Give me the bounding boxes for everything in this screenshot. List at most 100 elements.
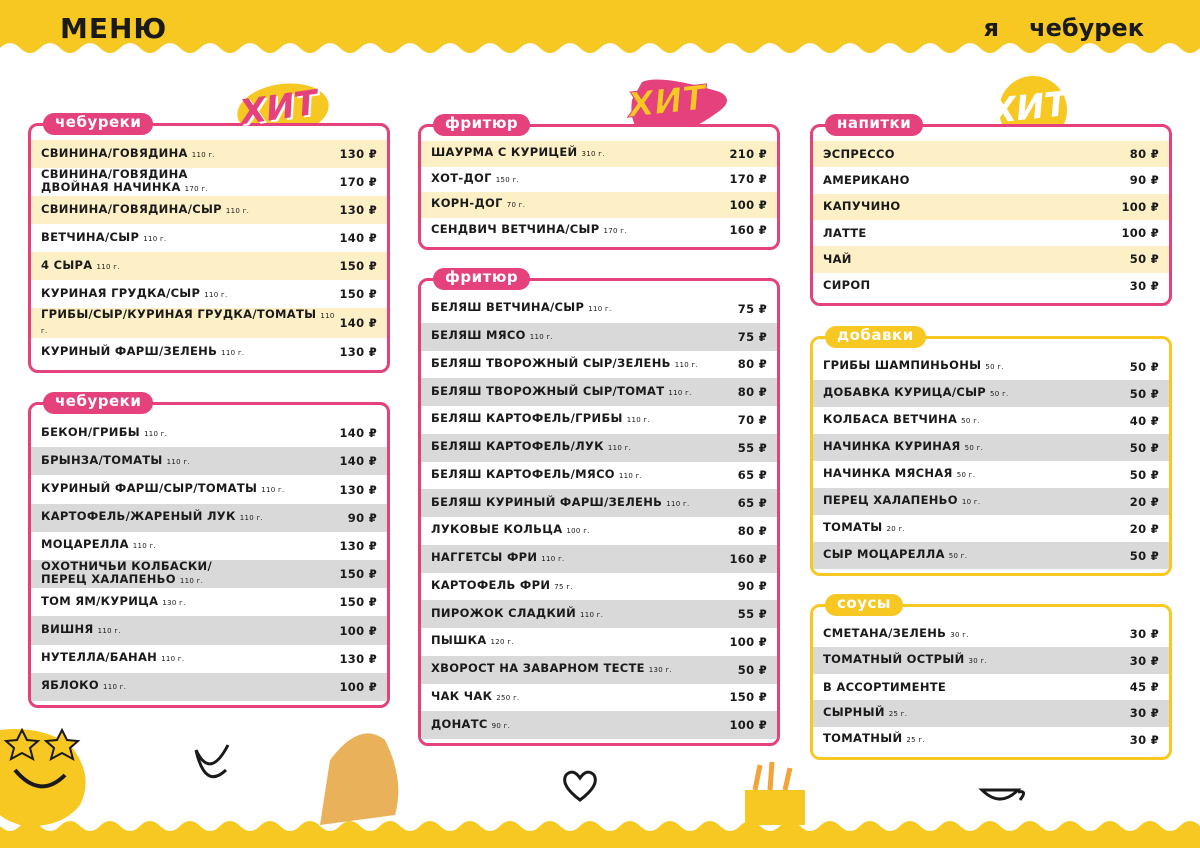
item-name: БРЫНЗА/ТОМАТЫ 110 г. [41, 452, 190, 469]
item-weight: 110 г. [97, 627, 121, 636]
item-weight: 110 г. [580, 610, 604, 619]
item-name-text: СЕНДВИЧ ВЕТЧИНА/СЫР [431, 221, 600, 236]
item-name: БЕЛЯШ КАРТОФЕЛЬ/ЛУК 110 г. [431, 440, 631, 455]
item-name-text: СМЕТАНА/ЗЕЛЕНЬ [823, 625, 947, 640]
item-name-text: БРЫНЗА/ТОМАТЫ [41, 452, 163, 467]
menu-item: ТОМАТНЫЙ ОСТРЫЙ 30 г. 30 ₽ [813, 647, 1169, 674]
item-name-text: ДОНАТС [431, 716, 488, 731]
section-title: соусы [825, 594, 903, 616]
item-price: 90 ₽ [347, 510, 377, 525]
item-name-text: АМЕРИКАНО [823, 172, 910, 187]
item-weight: 110 г. [618, 471, 643, 480]
item-weight: 110 г. [225, 206, 250, 215]
item-name-text: ЯБЛОКО [41, 678, 99, 693]
item-name: СИРОП [823, 279, 870, 292]
menu-item: В АССОРТИМЕНТЕ 45 ₽ [813, 674, 1169, 700]
item-weight: 110 г. [96, 262, 120, 271]
item-weight: 310 г. [581, 150, 605, 159]
item-name-text: В АССОРТИМЕНТЕ [823, 679, 947, 694]
item-name-text: ХОТ-ДОГ [431, 170, 492, 185]
fries-box [745, 790, 805, 825]
item-price: 80 ₽ [737, 385, 767, 400]
item-price: 130 ₽ [339, 538, 377, 553]
cup-icon [978, 788, 1025, 801]
item-price: 65 ₽ [737, 496, 767, 511]
item-name-text: ПЫШКА [431, 633, 487, 648]
menu-item: НУТЕЛЛА/БАНАН 110 г. 130 ₽ [31, 645, 387, 673]
item-price: 100 ₽ [1121, 226, 1159, 241]
item-price: 130 ₽ [339, 147, 377, 161]
menu-item: БЕКОН/ГРИБЫ 110 г. 140 ₽ [31, 419, 387, 447]
header-title: МЕНЮ [60, 12, 168, 45]
item-price: 75 ₽ [737, 329, 767, 344]
item-price: 70 ₽ [737, 412, 767, 427]
item-name-text: БЕКОН/ГРИБЫ [41, 424, 140, 439]
item-name: НАЧИНКА МЯСНАЯ 50 г. [823, 467, 975, 482]
item-weight: 110 г. [674, 360, 698, 369]
item-name: ПИРОЖОК СЛАДКИЙ 110 г. [431, 606, 604, 622]
item-price: 140 ₽ [339, 454, 377, 469]
item-name-text: КАПУЧИНО [823, 199, 901, 214]
item-weight: 50 г. [956, 471, 976, 479]
item-name: ТОМАТНЫЙ ОСТРЫЙ 30 г. [823, 653, 987, 668]
item-price: 30 ₽ [1129, 732, 1159, 747]
logo-heart [1002, 19, 1026, 38]
menu-item: ЧАЙ 50 ₽ [813, 246, 1169, 273]
section-title: фритюр [433, 268, 531, 290]
item-name-text: БЕЛЯШ КАРТОФЕЛЬ/ЛУК [431, 439, 604, 454]
menu-item: КОРН-ДОГ 70 г. 100 ₽ [421, 192, 777, 218]
item-weight: 110 г. [541, 555, 565, 564]
item-name-text: СВИНИНА/ГОВЯДИНА/СЫР [41, 201, 222, 216]
item-name-text: БЕЛЯШ ТВОРОЖНЫЙ СЫР/ЗЕЛЕНЬ [431, 355, 671, 370]
item-name: СЫР МОЦАРЕЛЛА 50 г. [823, 548, 967, 563]
item-name: БЕКОН/ГРИБЫ 110 г. [41, 424, 167, 441]
item-name-text: ЧАК ЧАК [431, 688, 493, 703]
menu-item: КАРТОФЕЛЬ ФРИ 75 г. 90 ₽ [421, 573, 777, 601]
item-name-text: КУРИНЫЙ ФАРШ/СЫР/ТОМАТЫ [41, 481, 258, 495]
item-name: БЕЛЯШ КАРТОФЕЛЬ/ГРИБЫ 110 г. [431, 412, 650, 427]
item-price: 100 ₽ [339, 679, 377, 694]
item-price: 90 ₽ [737, 579, 767, 594]
menu-item: АМЕРИКАНО 90 ₽ [813, 167, 1169, 193]
item-price: 160 ₽ [729, 223, 767, 238]
item-price: 140 ₽ [339, 426, 377, 441]
menu-item: СМЕТАНА/ЗЕЛЕНЬ 30 г. 30 ₽ [813, 621, 1169, 647]
menu-item: ДОБАВКА КУРИЦА/СЫР 50 г. 50 ₽ [813, 380, 1169, 407]
item-price: 150 ₽ [339, 287, 377, 301]
smile [13, 768, 67, 789]
menu-item: БЕЛЯШ ТВОРОЖНЫЙ СЫР/ЗЕЛЕНЬ 110 г. 80 ₽ [421, 351, 777, 379]
section-title: добавки [825, 326, 926, 348]
section-title: фритюр [433, 114, 531, 136]
item-price: 150 ₽ [729, 690, 767, 705]
menu-item: НАЧИНКА КУРИНАЯ 50 г. 50 ₽ [813, 434, 1169, 461]
menu-item: КУРИНАЯ ГРУДКА/СЫР 110 г. 150 ₽ [31, 280, 387, 308]
item-weight: 50 г. [948, 552, 968, 560]
item-weight: 110 г. [204, 290, 228, 299]
item-price: 170 ₽ [729, 172, 767, 187]
item-name: НАГГЕТСЫ ФРИ 110 г. [431, 551, 565, 566]
item-name: НАЧИНКА КУРИНАЯ 50 г. [823, 440, 983, 455]
section-title: чебуреки [43, 113, 154, 135]
item-price: 100 ₽ [729, 718, 767, 733]
item-name: СМЕТАНА/ЗЕЛЕНЬ 30 г. [823, 625, 969, 642]
menu-section: чебуреки СВИНИНА/ГОВЯДИНА 110 г. 130 ₽ СВИНИ… [28, 113, 390, 373]
item-price: 100 ₽ [1121, 199, 1159, 214]
item-name: 4 СЫРА 110 г. [41, 258, 120, 274]
item-name: ТОМАТЫ 20 г. [823, 521, 905, 536]
menu-item: СИРОП 30 ₽ [813, 273, 1169, 299]
item-price: 30 ₽ [1129, 627, 1159, 642]
item-name-text: КАРТОФЕЛЬ ФРИ [431, 577, 551, 592]
item-name-text: БЕЛЯШ КАРТОФЕЛЬ/МЯСО [431, 466, 615, 481]
item-price: 50 ₽ [1129, 467, 1159, 482]
item-name-text: БЕЛЯШ МЯСО [431, 328, 526, 343]
item-price: 100 ₽ [729, 634, 767, 649]
menu-item: НАГГЕТСЫ ФРИ 110 г. 160 ₽ [421, 544, 777, 573]
item-name: ШАУРМА С КУРИЦЕЙ 310 г. [431, 146, 605, 161]
item-price: 130 ₽ [339, 482, 377, 497]
item-weight: 50 г. [961, 417, 980, 425]
item-weight: 25 г. [906, 736, 925, 745]
item-weight: 30 г. [950, 630, 969, 639]
item-name-text: КОРН-ДОГ [431, 196, 503, 211]
item-name-text: ВЕТЧИНА/СЫР [41, 229, 140, 244]
hit-label: ХИТ [988, 84, 1070, 132]
